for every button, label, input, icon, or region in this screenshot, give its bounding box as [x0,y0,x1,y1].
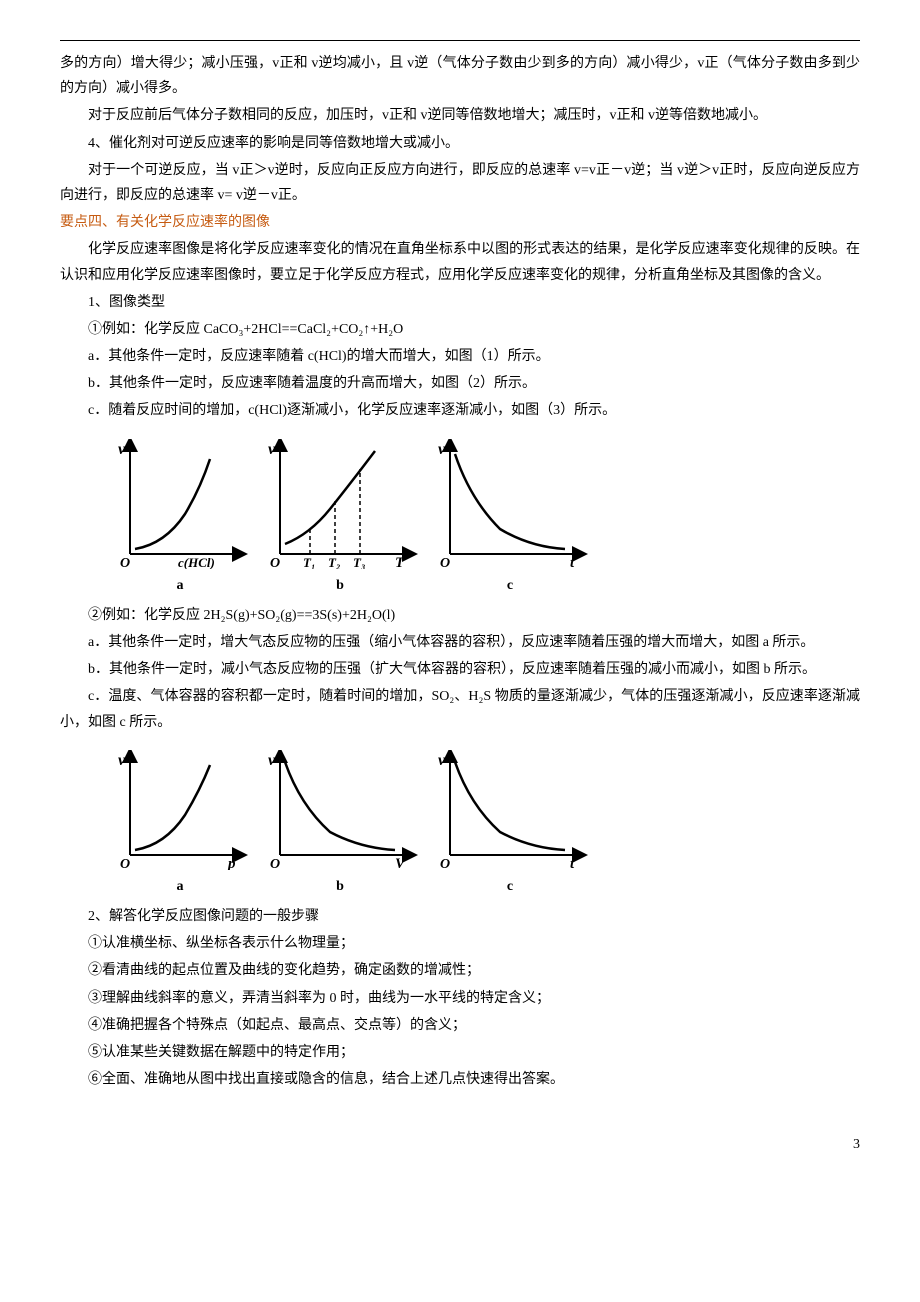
chart-label: b [260,573,420,598]
svg-text:T₃: T₃ [353,555,365,569]
svg-text:v: v [118,752,126,769]
chart-svg: v O V [260,750,420,870]
chart-2a: v O p a [110,750,250,899]
chart-svg: v O t [430,750,590,870]
paragraph: ④准确把握各个特殊点（如起点、最高点、交点等）的含义； [60,1013,860,1038]
svg-text:T₂: T₂ [328,555,340,569]
svg-text:O: O [270,556,280,569]
svg-text:t: t [570,856,575,870]
chart-2c: v O t c [430,750,590,899]
paragraph: 2、解答化学反应图像问题的一般步骤 [60,904,860,929]
chart-label: c [430,874,590,899]
paragraph: ①认准横坐标、纵坐标各表示什么物理量； [60,931,860,956]
svg-text:t: t [570,555,575,569]
paragraph: b．其他条件一定时，减小气态反应物的压强（扩大气体容器的容积），反应速率随着压强… [60,657,860,682]
svg-text:O: O [440,857,450,870]
page-number: 3 [60,1132,860,1157]
chart-svg: v O T₁ T₂ T₃ T [260,439,420,569]
svg-text:V: V [395,856,407,870]
chart-label: a [110,874,250,899]
paragraph: ②看清曲线的起点位置及曲线的变化趋势，确定函数的增减性； [60,958,860,983]
paragraph: 化学反应速率图像是将化学反应速率变化的情况在直角坐标系中以图的形式表达的结果，是… [60,237,860,287]
svg-text:O: O [270,857,280,870]
chart-label: a [110,573,250,598]
svg-text:O: O [120,556,130,569]
svg-text:O: O [440,556,450,569]
chart-2b: v O V b [260,750,420,899]
paragraph: c．随着反应时间的增加，c(HCl)逐渐减小，化学反应速率逐渐减小，如图（3）所… [60,398,860,423]
svg-text:T₁: T₁ [303,555,315,569]
svg-text:v: v [268,441,276,458]
chart-svg: v O c(HCl) [110,439,250,569]
chart-svg: v O t [430,439,590,569]
paragraph: a．其他条件一定时，增大气态反应物的压强（缩小气体容器的容积），反应速率随着压强… [60,630,860,655]
chart-1c: v O t c [430,439,590,598]
paragraph: 对于一个可逆反应，当 v正＞v逆时，反应向正反应方向进行，即反应的总速率 v=v… [60,158,860,208]
svg-text:p: p [226,856,236,870]
svg-text:v: v [438,441,446,458]
paragraph: 对于反应前后气体分子数相同的反应，加压时，v正和 v逆同等倍数地增大；减压时，v… [60,103,860,128]
paragraph: ①例如：化学反应 CaCO₃+2HCl==CaCl₂+CO₂↑+H₂O [60,317,860,342]
chart-1b: v O T₁ T₂ T₃ T b [260,439,420,598]
chart-row-2: v O p a v O V b v O t c [110,750,860,899]
paragraph: ②例如：化学反应 2H₂S(g)+SO₂(g)==3S(s)+2H₂O(l) [60,603,860,628]
svg-text:v: v [438,752,446,769]
chart-label: b [260,874,420,899]
chart-1a: v O c(HCl) a [110,439,250,598]
chart-svg: v O p [110,750,250,870]
chart-row-1: v O c(HCl) a v O T₁ T₂ T₃ T b v O [110,439,860,598]
chart-label: c [430,573,590,598]
paragraph: 4、催化剂对可逆反应速率的影响是同等倍数地增大或减小。 [60,131,860,156]
paragraph: c．温度、气体容器的容积都一定时，随着时间的增加，SO₂、H₂S 物质的量逐渐减… [60,684,860,734]
svg-text:T: T [395,555,405,569]
svg-text:O: O [120,857,130,870]
paragraph: ③理解曲线斜率的意义，弄清当斜率为 0 时，曲线为一水平线的特定含义； [60,986,860,1011]
section-heading: 要点四、有关化学反应速率的图像 [60,210,860,235]
svg-text:c(HCl): c(HCl) [178,555,215,569]
paragraph: ⑥全面、准确地从图中找出直接或隐含的信息，结合上述几点快速得出答案。 [60,1067,860,1092]
svg-text:v: v [268,752,276,769]
page-content: 多的方向）增大得少；减小压强，v正和 v逆均减小，且 v逆（气体分子数由少到多的… [60,40,860,1157]
paragraph: a．其他条件一定时，反应速率随着 c(HCl)的增大而增大，如图（1）所示。 [60,344,860,369]
paragraph: ⑤认准某些关键数据在解题中的特定作用； [60,1040,860,1065]
paragraph: 多的方向）增大得少；减小压强，v正和 v逆均减小，且 v逆（气体分子数由少到多的… [60,51,860,101]
svg-text:v: v [118,441,126,458]
paragraph: b．其他条件一定时，反应速率随着温度的升高而增大，如图（2）所示。 [60,371,860,396]
paragraph: 1、图像类型 [60,290,860,315]
